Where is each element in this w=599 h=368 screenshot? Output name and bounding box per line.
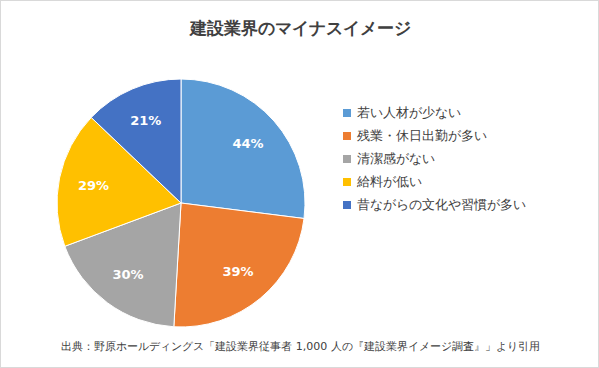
svg-text:39%: 39% [223,264,254,279]
svg-text:29%: 29% [78,178,109,193]
html-text:残業・休日出勤が多い: 残業・休日出勤が多い [357,127,487,143]
svg-text:44%: 44% [232,136,263,151]
html-text:清潔感がない: 清潔感がない [357,150,435,166]
html-text:出典：野原ホールディングス「建設業界従事者 1,000 人の: 出典：野原ホールディングス「建設業界従事者 1,000 人の『建設業界イメージ調… [61,340,540,353]
html-text:給料が低い: 給料が低い [357,173,422,189]
html-text:建設業界のマイナスイメージ: 建設業界のマイナスイメージ [190,18,411,38]
html-text:昔ながらの文化や習慣が多い: 昔ながらの文化や習慣が多い [357,196,526,212]
svg-text:21%: 21% [130,113,161,128]
svg-text:30%: 30% [112,267,143,282]
html-text:若い人材が少ない: 若い人材が少ない [357,104,461,120]
